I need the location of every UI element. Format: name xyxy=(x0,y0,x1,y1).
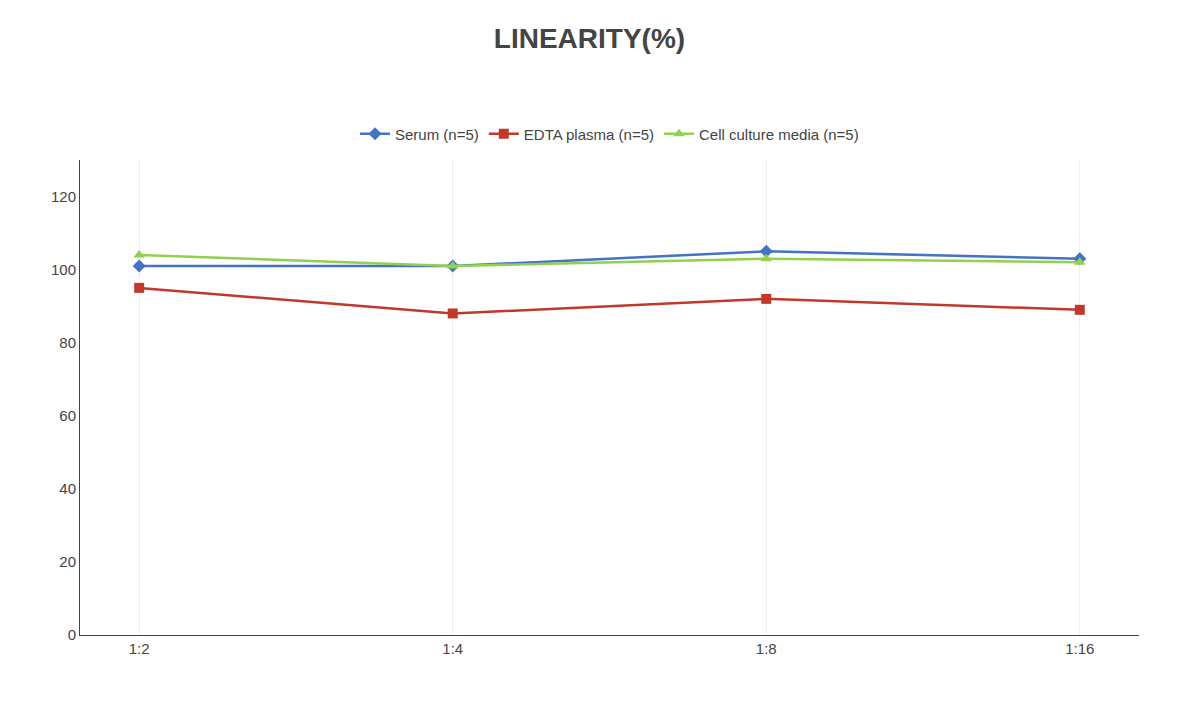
svg-text:80: 80 xyxy=(59,334,76,351)
svg-text:60: 60 xyxy=(59,407,76,424)
svg-text:LINEARITY(%): LINEARITY(%) xyxy=(494,23,685,54)
svg-text:1:4: 1:4 xyxy=(442,640,463,657)
svg-text:1:8: 1:8 xyxy=(756,640,777,657)
svg-text:Cell culture media (n=5): Cell culture media (n=5) xyxy=(699,126,859,143)
svg-text:120: 120 xyxy=(51,188,76,205)
svg-text:1:2: 1:2 xyxy=(129,640,150,657)
svg-text:20: 20 xyxy=(59,553,76,570)
svg-text:Serum (n=5): Serum (n=5) xyxy=(395,126,479,143)
svg-text:1:16: 1:16 xyxy=(1065,640,1094,657)
svg-text:0: 0 xyxy=(68,626,76,643)
svg-text:100: 100 xyxy=(51,261,76,278)
svg-text:40: 40 xyxy=(59,480,76,497)
svg-text:EDTA plasma (n=5): EDTA plasma (n=5) xyxy=(524,126,654,143)
